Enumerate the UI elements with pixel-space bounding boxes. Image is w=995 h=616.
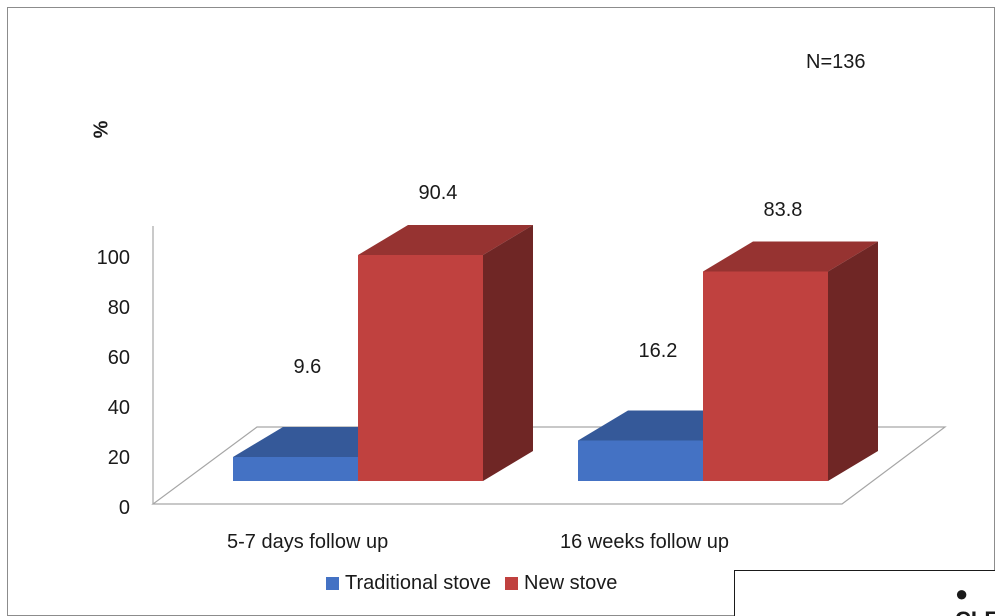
- floor-plane: [151, 426, 947, 505]
- legend-item-new: New stove: [505, 572, 617, 595]
- y-tick-label: 0: [118, 497, 130, 519]
- y-tick-label: 100: [96, 247, 130, 269]
- legend-label-traditional: Traditional stove: [345, 572, 491, 594]
- bar-new-1: [358, 225, 533, 481]
- legend-label-new: New stove: [524, 572, 618, 594]
- data-label-new-2: 83.8: [763, 198, 803, 221]
- legend: Traditional stove New stove: [326, 572, 631, 595]
- y-tick-label: 80: [107, 297, 130, 319]
- y-tick-label: 20: [107, 447, 130, 469]
- legend-swatch-traditional: [326, 577, 339, 590]
- legend-item-traditional: Traditional stove: [326, 572, 491, 595]
- bar-new-2: [703, 241, 878, 481]
- inset-box: ● CLE: [734, 570, 995, 616]
- sample-size-annotation: N=136: [806, 51, 866, 73]
- y-tick-label: 60: [107, 347, 130, 369]
- data-label-new-1: 90.4: [418, 182, 458, 204]
- data-label-traditional-1: 9.6: [293, 356, 322, 378]
- x-category-label-1: 5-7 days follow up: [227, 531, 389, 553]
- data-label-traditional-2: 16.2: [638, 339, 678, 362]
- y-tick-label: 40: [107, 397, 130, 419]
- legend-swatch-new: [505, 577, 518, 590]
- x-category-label-2: 16 weeks follow up: [560, 531, 729, 553]
- y-axis-unit-label: %: [90, 120, 113, 139]
- inset-text: ● CLE: [955, 581, 995, 616]
